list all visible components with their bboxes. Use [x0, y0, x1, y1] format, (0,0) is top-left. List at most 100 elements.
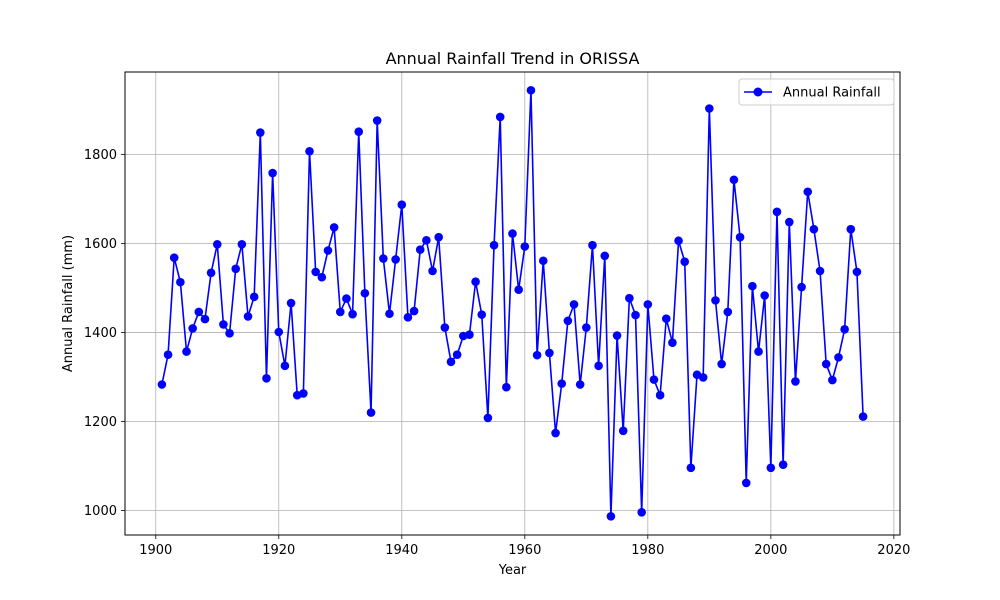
data-point: [520, 242, 530, 251]
x-tick-label: 1920: [262, 543, 295, 558]
data-point: [784, 217, 794, 227]
data-point: [317, 272, 327, 282]
data-point: [766, 463, 776, 473]
data-point: [237, 239, 247, 249]
data-point: [379, 254, 388, 263]
data-point: [588, 240, 597, 250]
data-point: [286, 298, 296, 308]
data-point: [231, 264, 241, 274]
data-point: [606, 512, 616, 521]
data-point: [243, 312, 253, 321]
data-point: [163, 350, 173, 360]
data-point: [846, 224, 856, 234]
data-point: [268, 168, 277, 178]
y-tick-label: 1800: [84, 148, 117, 163]
data-point: [157, 380, 167, 389]
data-point: [477, 310, 487, 319]
data-point: [754, 347, 763, 356]
data-point: [815, 266, 825, 276]
data-point: [858, 412, 868, 421]
data-point: [649, 375, 659, 384]
data-point: [249, 292, 259, 302]
data-point: [188, 324, 197, 333]
y-tick-label: 1600: [84, 237, 117, 252]
data-point: [194, 307, 204, 317]
data-point: [526, 85, 536, 95]
data-point: [391, 255, 400, 264]
data-point: [551, 428, 560, 438]
data-point: [311, 267, 320, 277]
data-point: [625, 293, 634, 303]
data-point: [772, 207, 782, 217]
data-point: [600, 251, 610, 261]
data-point: [741, 478, 751, 488]
x-tick-label: 2000: [754, 543, 787, 558]
data-point: [366, 408, 376, 417]
data-point: [200, 314, 210, 324]
data-point: [452, 350, 462, 360]
y-axis-label: Annual Rainfall (mm): [61, 235, 76, 372]
data-point: [748, 281, 757, 291]
data-point: [415, 245, 425, 254]
data-point: [262, 373, 271, 383]
data-point: [323, 246, 333, 255]
data-point: [385, 309, 394, 319]
data-point: [545, 348, 554, 358]
data-point: [329, 223, 339, 232]
data-point: [803, 187, 813, 197]
data-point: [582, 323, 591, 332]
data-point: [274, 327, 284, 337]
data-point: [674, 236, 683, 246]
data-point: [360, 288, 370, 298]
data-point: [299, 389, 308, 398]
data-point: [852, 267, 862, 277]
data-point: [212, 239, 222, 249]
data-point: [797, 282, 806, 292]
y-tick-label: 1400: [84, 326, 117, 341]
data-point: [809, 224, 819, 234]
data-point: [409, 306, 419, 316]
data-point: [655, 390, 665, 400]
data-point: [557, 379, 567, 388]
x-tick-label: 2020: [877, 543, 910, 558]
data-point: [354, 127, 364, 136]
data-point: [182, 347, 191, 356]
data-point: [791, 377, 800, 386]
data-point: [483, 413, 493, 423]
data-point: [403, 313, 413, 322]
data-point: [219, 320, 228, 329]
x-tick-label: 1980: [631, 543, 664, 558]
data-point: [680, 257, 690, 266]
data-point: [532, 350, 542, 360]
data-point: [508, 229, 517, 238]
data-point: [440, 323, 450, 332]
data-point: [280, 361, 290, 371]
data-point: [618, 426, 628, 436]
data-point: [514, 285, 523, 295]
x-tick-label: 1940: [385, 543, 418, 558]
x-tick-label: 1900: [139, 543, 172, 558]
data-point: [612, 331, 622, 340]
x-axis-label: Year: [498, 563, 527, 578]
data-point: [422, 235, 431, 245]
data-point: [397, 200, 407, 209]
data-point: [538, 256, 548, 266]
x-tick-label: 1960: [508, 543, 541, 558]
data-point: [828, 375, 837, 385]
data-point: [495, 112, 505, 122]
legend-box: [738, 78, 895, 106]
y-tick-label: 1200: [84, 415, 117, 430]
data-point: [372, 116, 382, 125]
data-series: [157, 85, 868, 521]
data-point: [575, 380, 585, 389]
x-axis-ticks: 1900 1920 1940 1960 1980 2000 2020: [139, 535, 910, 558]
data-point: [176, 277, 185, 287]
chart-title: Annual Rainfall Trend in ORISSA: [386, 49, 640, 68]
data-point: [729, 175, 739, 185]
data-point: [563, 316, 573, 326]
data-point: [686, 463, 696, 473]
legend-entry-annual-rainfall: Annual Rainfall: [783, 86, 881, 101]
data-point: [668, 338, 677, 347]
